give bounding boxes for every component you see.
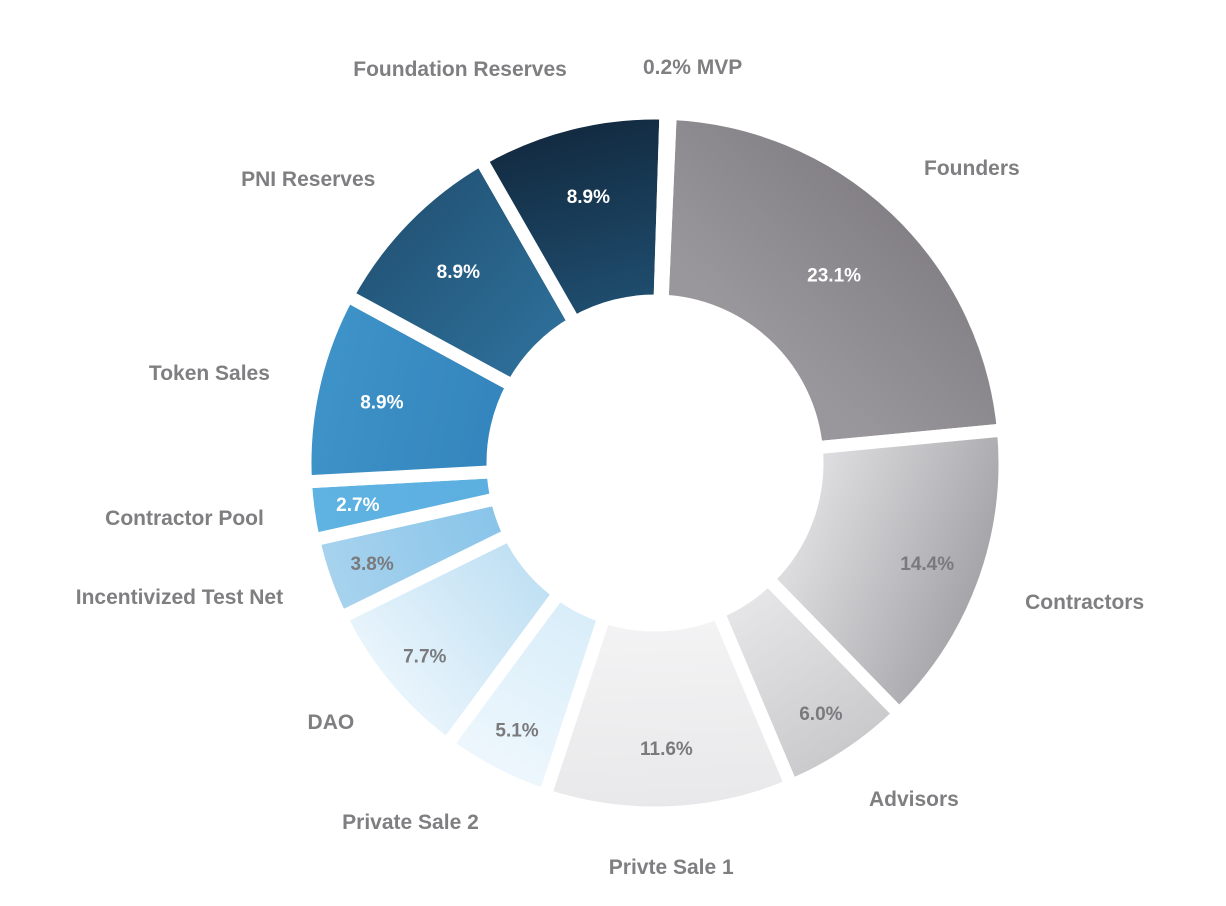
category-label-foundation-reserves: Foundation Reserves bbox=[353, 58, 567, 82]
slice-contractors bbox=[758, 422, 1012, 723]
slice-founders bbox=[655, 106, 1011, 455]
slice-private-sale-2 bbox=[438, 584, 613, 804]
slice-pni-reserves bbox=[338, 150, 584, 395]
category-label-privte-sale-1: Privte Sale 1 bbox=[608, 855, 734, 879]
percent-label-privte-sale-1: 11.6% bbox=[640, 739, 693, 760]
category-label-advisors: Advisors bbox=[868, 788, 959, 812]
slice-foundation-reserves bbox=[471, 106, 673, 332]
percent-label-foundation-reserves: 8.9% bbox=[567, 187, 610, 208]
category-label-contractors: Contractors bbox=[1025, 590, 1145, 614]
slice-dao bbox=[332, 525, 568, 754]
category-label-token-sales: Token Sales bbox=[148, 361, 270, 385]
slice-token-sales bbox=[298, 287, 522, 489]
category-label-dao: DAO bbox=[307, 710, 355, 734]
category-label-0-2-mvp: 0.2% MVP bbox=[643, 56, 743, 79]
percent-label-advisors: 6.0% bbox=[799, 704, 842, 725]
slices-group bbox=[298, 106, 1012, 820]
category-label-incentivized-test-net: Incentivized Test Net bbox=[75, 585, 284, 609]
percent-labels: 23.1% 14.4% 6.0% 11.6% 5.1% 7.7% 3.8% 2.7% 8.9% 8… bbox=[336, 187, 954, 760]
percent-label-incentivized-test-net: 3.8% bbox=[350, 554, 393, 575]
category-label-private-sale-2: Private Sale 2 bbox=[342, 810, 479, 834]
percent-label-private-sale-2: 5.1% bbox=[495, 720, 538, 741]
percent-label-pni-reserves: 8.9% bbox=[437, 262, 480, 283]
percent-label-contractor-pool: 2.7% bbox=[336, 495, 379, 516]
slice-0-2-mvp bbox=[653, 106, 678, 308]
slice-privte-sale-1 bbox=[536, 603, 800, 820]
category-label-founders: Founders bbox=[924, 157, 1020, 181]
percent-label-dao: 7.7% bbox=[403, 646, 446, 667]
percent-label-founders: 23.1% bbox=[807, 266, 861, 287]
slice-advisors bbox=[709, 569, 909, 794]
category-label-contractor-pool: Contractor Pool bbox=[105, 506, 264, 530]
percent-label-contractors: 14.4% bbox=[900, 554, 954, 575]
percent-label-token-sales: 8.9% bbox=[360, 392, 403, 413]
category-label-pni-reserves: PNI Reserves bbox=[241, 167, 376, 191]
